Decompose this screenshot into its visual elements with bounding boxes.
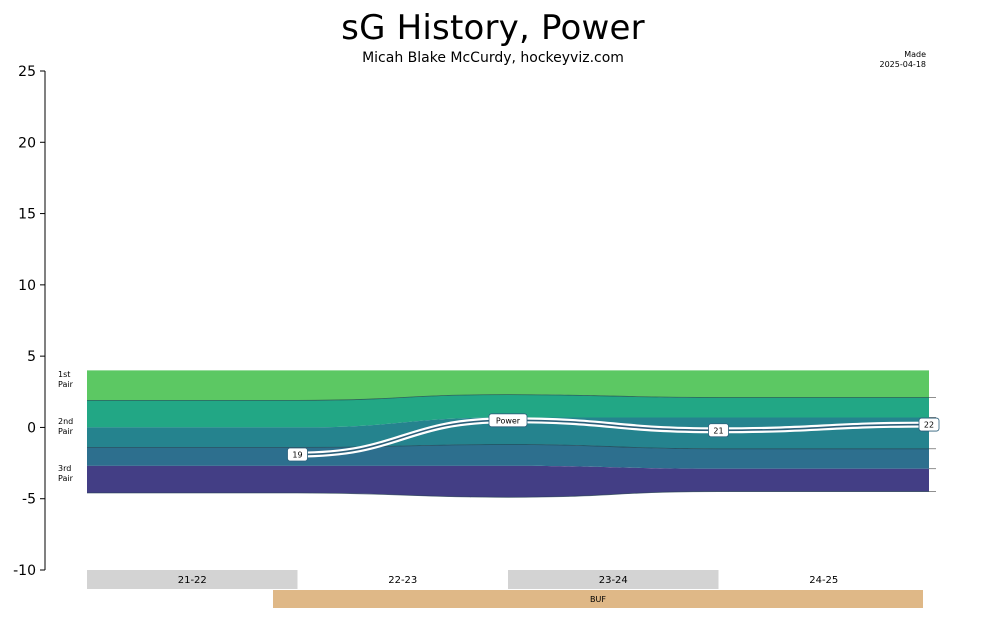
data-point-label: 22	[924, 421, 934, 430]
made-date: 2025-04-18	[879, 60, 927, 69]
y-tick-label: 0	[27, 420, 36, 436]
band-label: 2nd	[58, 417, 73, 426]
band-boundary-line	[86, 394, 929, 401]
data-point-box	[918, 417, 940, 432]
data-point-label: 21	[713, 426, 723, 435]
season-label: 22-23	[388, 575, 417, 586]
y-tick-label: -10	[13, 563, 36, 579]
band-1st-pair-bottom	[87, 394, 929, 428]
data-point-box	[708, 423, 729, 438]
series-line	[296, 419, 930, 456]
y-tick-label: 15	[18, 207, 36, 223]
season-cell	[508, 570, 719, 589]
band-3rd-pair-bottom	[87, 465, 929, 498]
band-label: Pair	[58, 474, 74, 483]
chart-title: sG History, Power	[341, 8, 645, 48]
y-tick-label: -5	[22, 492, 36, 508]
y-tick-label: 25	[18, 64, 36, 80]
data-point-box	[488, 413, 528, 428]
made-label: Made	[904, 50, 926, 59]
band-label: 1st	[58, 370, 70, 379]
y-tick-label: 10	[18, 278, 36, 294]
season-cell	[718, 570, 929, 589]
season-cell	[297, 570, 508, 589]
team-bar	[273, 590, 923, 608]
made-date-note: Made 2025-04-18	[880, 50, 927, 70]
team-label: BUF	[590, 595, 606, 604]
data-point-label: 19	[292, 451, 302, 460]
band-boundary-line	[87, 491, 929, 498]
chart-subtitle: Micah Blake McCurdy, hockeyviz.com	[362, 50, 624, 66]
band-label: 3rd	[58, 464, 71, 473]
season-cell	[87, 570, 298, 589]
y-tick-label: 5	[27, 349, 36, 365]
season-label: 24-25	[809, 575, 838, 586]
y-tick-label: 20	[18, 135, 36, 151]
band-label: Pair	[58, 427, 74, 436]
band-label: Pair	[58, 380, 74, 389]
data-point-box	[287, 447, 308, 462]
band-boundary-line	[87, 444, 929, 450]
season-label: 23-24	[599, 575, 628, 586]
data-point-label: Power	[496, 416, 521, 425]
band-1st-pair-top	[87, 370, 929, 401]
season-label: 21-22	[178, 575, 207, 586]
